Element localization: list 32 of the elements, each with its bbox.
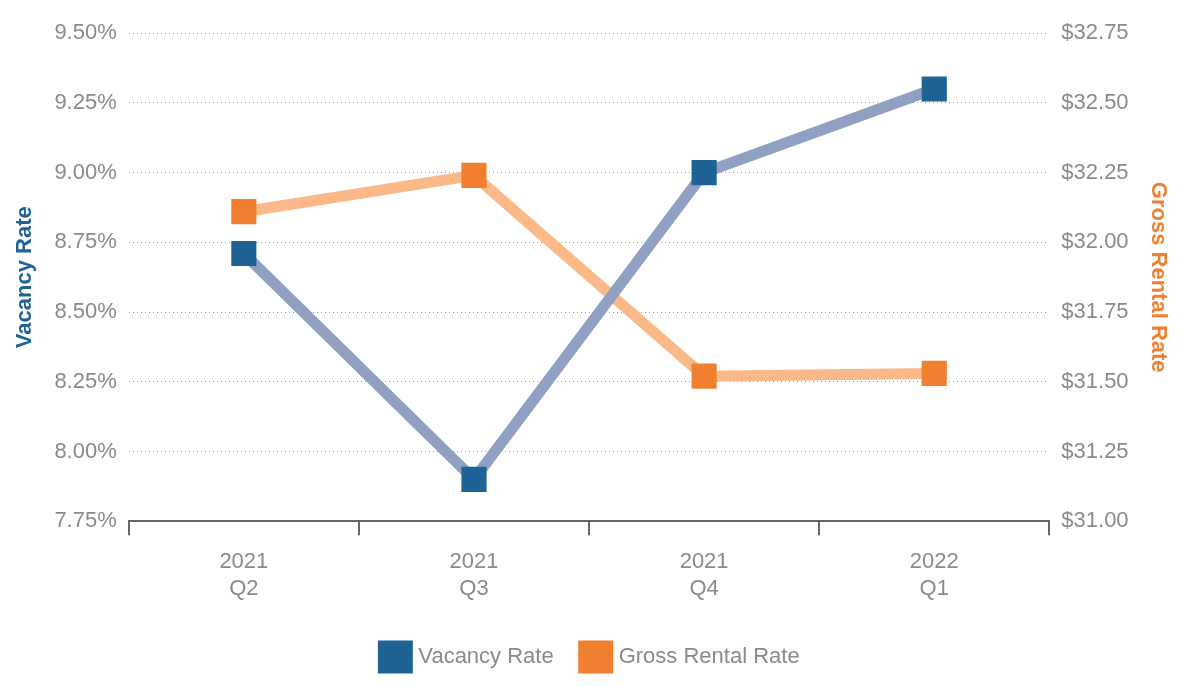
y-tick-label: 8.00% [54,437,117,463]
y-tick-label: 9.00% [54,158,117,184]
y-tick-label: 7.75% [54,507,117,533]
y-tick-label: 8.25% [54,367,117,393]
point [461,466,487,492]
y-axis-title: Vacancy Rate [11,206,37,349]
y2-tick-label: $31.75 [1061,298,1129,324]
point [461,162,487,188]
y2-tick-label: $31.50 [1061,367,1129,393]
y2-tick-label: $32.75 [1061,19,1129,45]
y-tick-label: 9.25% [54,88,117,114]
y2-tick-label: $32.50 [1061,88,1129,114]
point [691,160,717,186]
y2-tick-label: $32.25 [1061,158,1129,184]
y2-tick-label: $31.00 [1061,507,1129,533]
point [921,76,947,102]
y-tick-label: 8.75% [54,228,117,254]
point [921,360,947,386]
point [691,363,717,389]
y-tick-label: 8.50% [54,298,117,324]
x-tick-label: 2021 Q2 [219,548,269,600]
legend-label: Gross Rental Rate [618,643,800,669]
point [231,240,257,267]
y-tick-label: 9.50% [54,19,117,45]
x-tick-label: 2021 Q4 [679,548,729,600]
x-tick-label: 2021 Q3 [449,548,499,600]
y2-tick-label: $31.25 [1061,437,1129,463]
y2-axis-title: Gross Rental Rate [1146,181,1172,373]
x-tick-label: 2022 Q1 [909,548,959,600]
y2-tick-label: $32.00 [1061,228,1129,254]
legend-label: Vacancy Rate [418,643,554,669]
point [231,199,257,225]
